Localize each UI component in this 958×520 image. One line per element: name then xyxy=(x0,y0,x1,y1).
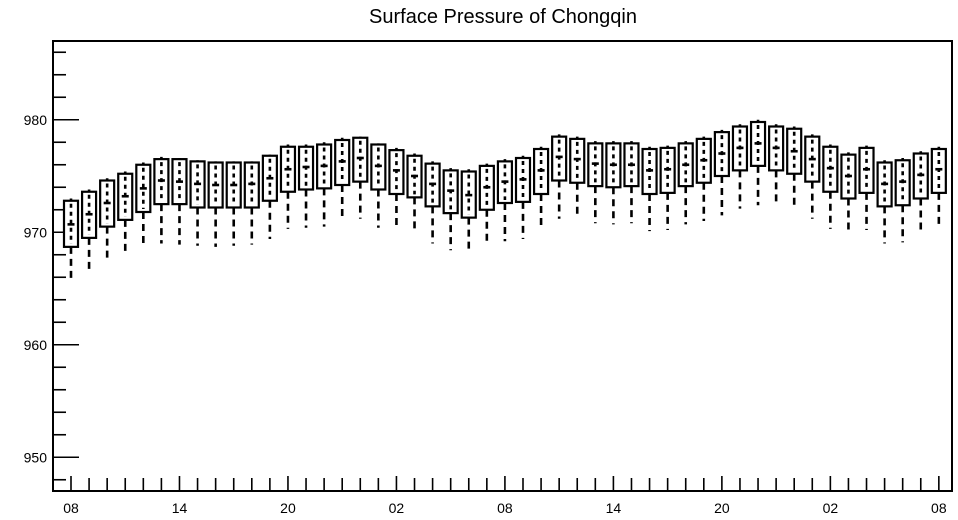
box-plot xyxy=(279,144,297,229)
box-plot xyxy=(406,153,423,233)
box-plot xyxy=(442,168,459,251)
x-tick-label: 02 xyxy=(389,500,405,516)
box-plot xyxy=(370,143,387,228)
box-plot xyxy=(551,134,568,219)
box-plot xyxy=(478,163,495,246)
box-plot xyxy=(316,142,333,227)
x-tick-label: 08 xyxy=(63,500,79,516)
box-plot xyxy=(768,124,785,206)
box-plot xyxy=(99,178,116,262)
box-plot xyxy=(388,147,405,230)
y-tick-label: 950 xyxy=(24,449,48,465)
box-plot xyxy=(189,160,206,246)
x-tick-label: 20 xyxy=(714,500,730,516)
box-plot xyxy=(514,155,532,239)
x-tick-label: 14 xyxy=(172,500,188,516)
box-series xyxy=(62,119,947,283)
box-plot xyxy=(80,189,98,273)
box-plot xyxy=(587,141,604,224)
box-plot xyxy=(171,158,188,245)
box-plot xyxy=(623,141,640,224)
box-plot xyxy=(225,161,242,246)
axis-ticks: 950 960 970 980 08 14 20 02 08 14 20 02 08 xyxy=(24,51,947,516)
box-plot xyxy=(912,151,929,234)
box-plot xyxy=(659,145,676,230)
box-plot xyxy=(496,159,514,242)
box-plot xyxy=(352,136,369,219)
box-plot xyxy=(749,119,767,206)
box-plot xyxy=(261,154,278,239)
y-tick-label: 980 xyxy=(24,112,48,128)
box-plot xyxy=(804,134,821,219)
box-plot xyxy=(786,126,803,210)
box-plot xyxy=(641,146,658,232)
x-tick-label: 08 xyxy=(931,500,947,516)
box-plot xyxy=(930,146,947,229)
box-plot xyxy=(297,144,315,228)
chart-title: Surface Pressure of Chongqin xyxy=(369,6,637,28)
box-plot xyxy=(62,198,80,283)
box-plot xyxy=(677,141,694,225)
box-plot xyxy=(858,145,875,230)
box-plot xyxy=(822,144,839,229)
x-tick-label: 14 xyxy=(606,500,622,516)
box-plot xyxy=(876,160,893,244)
box-plot xyxy=(207,161,224,247)
box-plot xyxy=(840,152,857,233)
x-tick-label: 20 xyxy=(280,500,296,516)
x-tick-label: 08 xyxy=(497,500,513,516)
plot-frame xyxy=(52,40,953,492)
box-plot xyxy=(695,136,712,221)
y-tick-label: 960 xyxy=(24,337,48,353)
box-plot xyxy=(135,162,152,246)
box-plot xyxy=(532,146,550,230)
box-plot xyxy=(117,171,134,255)
box-plot xyxy=(731,124,749,209)
box-plot xyxy=(605,141,622,225)
box-plot xyxy=(713,129,730,216)
box-plot xyxy=(569,136,586,219)
box-plot xyxy=(894,158,911,243)
y-tick-label: 970 xyxy=(24,224,48,240)
box-plot xyxy=(334,137,351,221)
box-plot xyxy=(424,161,441,244)
box-plot xyxy=(153,156,170,244)
box-plot xyxy=(460,169,477,254)
x-tick-label: 02 xyxy=(823,500,839,516)
box-plot xyxy=(243,161,260,245)
